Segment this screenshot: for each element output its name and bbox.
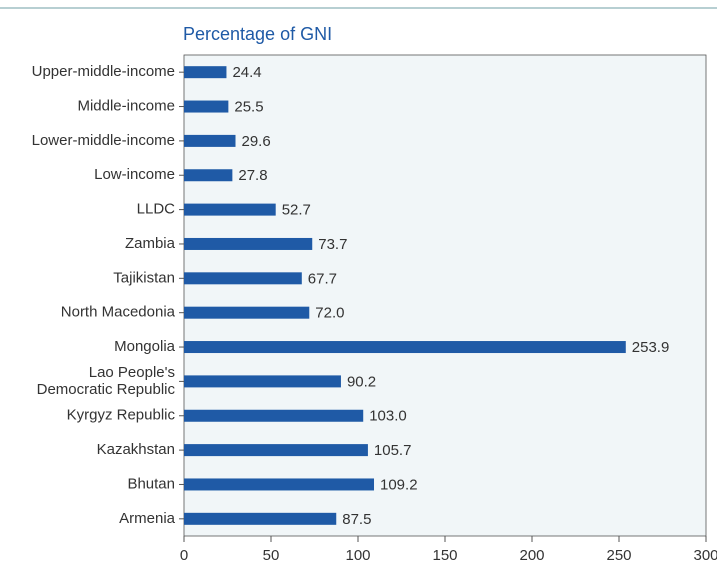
value-label: 87.5 <box>342 511 371 528</box>
y-tick-label: Tajikistan <box>113 269 175 286</box>
value-label: 24.4 <box>232 64 261 81</box>
bar <box>184 409 364 422</box>
x-tick-label: 250 <box>606 547 631 564</box>
value-label: 253.9 <box>632 339 670 356</box>
bar <box>184 237 313 250</box>
y-tick-label: LLDC <box>137 201 176 218</box>
y-tick-label: Kazakhstan <box>97 441 175 458</box>
bar <box>184 478 375 491</box>
y-tick-label: North Macedonia <box>61 304 176 321</box>
y-tick-label: Armenia <box>119 510 176 527</box>
y-tick-label: Bhutan <box>127 475 175 492</box>
y-tick-label: Mongolia <box>114 338 176 355</box>
y-tick-label: Lower-middle-income <box>32 132 175 149</box>
plot-area <box>183 54 707 537</box>
bar <box>184 203 276 216</box>
bar <box>184 66 227 79</box>
value-label: 27.8 <box>238 167 267 184</box>
y-tick-label: Middle-income <box>77 98 175 115</box>
bar <box>184 306 310 319</box>
x-tick-label: 50 <box>263 547 280 564</box>
x-tick-label: 0 <box>180 547 188 564</box>
bar <box>184 444 368 457</box>
x-tick-label: 300 <box>693 547 717 564</box>
x-tick-label: 200 <box>519 547 544 564</box>
y-tick-label: Zambia <box>125 235 176 252</box>
chart-title: Percentage of GNI <box>183 24 332 44</box>
value-label: 73.7 <box>318 236 347 253</box>
y-tick-label: Low-income <box>94 166 175 183</box>
value-label: 29.6 <box>242 133 271 150</box>
bar <box>184 134 236 147</box>
bar <box>184 512 337 525</box>
x-tick-label: 100 <box>345 547 370 564</box>
bar <box>184 169 233 182</box>
y-tick-label: Upper-middle-income <box>32 63 175 80</box>
x-tick-label: 150 <box>432 547 457 564</box>
bar <box>184 375 341 388</box>
value-label: 25.5 <box>234 99 263 116</box>
bar <box>184 100 229 113</box>
value-label: 105.7 <box>374 442 412 459</box>
value-label: 72.0 <box>315 305 344 322</box>
value-label: 52.7 <box>282 202 311 219</box>
value-label: 103.0 <box>369 408 407 425</box>
y-tick-label: Kyrgyz Republic <box>67 407 176 424</box>
bar <box>184 272 302 285</box>
value-label: 90.2 <box>347 373 376 390</box>
y-tick-label: Lao People's Democratic Republic <box>37 364 176 398</box>
value-label: 109.2 <box>380 476 418 493</box>
value-label: 67.7 <box>308 270 337 287</box>
bar <box>184 341 626 354</box>
